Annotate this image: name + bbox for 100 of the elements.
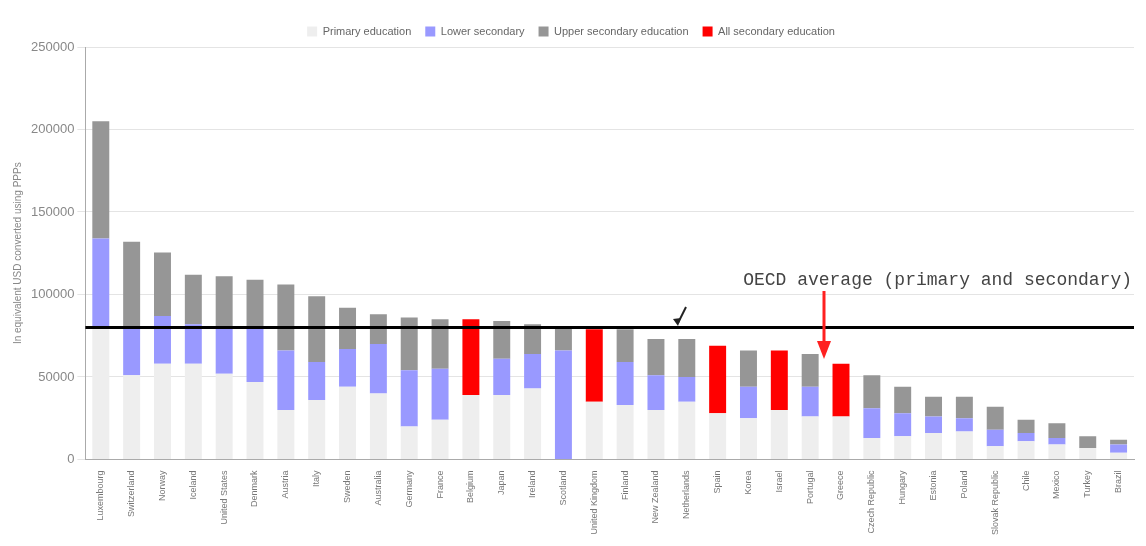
- bar: [1017, 433, 1035, 442]
- x-tick-label: Portugal: [804, 470, 815, 504]
- bar: [215, 327, 233, 374]
- bar: [647, 339, 665, 376]
- x-tick-label: Netherlands: [681, 469, 692, 519]
- bar: [1110, 444, 1128, 453]
- bar: [678, 401, 696, 459]
- bar: [462, 395, 480, 459]
- bar: [154, 252, 171, 316]
- y-tick-label: 250000: [30, 38, 75, 54]
- bar: [955, 418, 973, 432]
- bar: [647, 409, 665, 459]
- bar: [400, 317, 418, 371]
- bar: [493, 358, 511, 396]
- bar: [246, 327, 264, 382]
- y-tick-label: 100000: [30, 286, 75, 302]
- bar: [770, 350, 788, 410]
- bar: [1110, 452, 1128, 459]
- bar: [339, 348, 357, 387]
- x-tick-label: Austria: [280, 470, 291, 499]
- x-tick-label: Belgium: [465, 470, 476, 503]
- bar: [123, 241, 141, 328]
- x-tick-label: Italy: [311, 469, 322, 487]
- bar: [740, 350, 757, 387]
- y-tick-label: 50000: [38, 368, 75, 384]
- bar: [925, 433, 943, 459]
- bar: [801, 416, 819, 459]
- bar: [801, 353, 819, 387]
- bar: [369, 393, 387, 459]
- x-tick-label: France: [434, 470, 445, 499]
- x-tick-label: Greece: [835, 470, 846, 500]
- bar: [431, 319, 449, 369]
- x-tick-label: Finland: [619, 470, 630, 500]
- bar: [277, 409, 295, 459]
- x-tick-label: Iceland: [187, 470, 198, 500]
- bar: [863, 375, 881, 409]
- bar: [246, 381, 264, 459]
- x-tick-label: Brazil: [1113, 470, 1124, 493]
- x-tick-label: Israel: [773, 470, 784, 493]
- bar: [863, 408, 881, 439]
- bar: [493, 320, 511, 359]
- bar: [554, 327, 572, 351]
- bar: [308, 296, 326, 363]
- y-tick-label: 0: [67, 451, 75, 467]
- x-tick-label: Luxembourg: [95, 470, 106, 521]
- x-tick-label: Australia: [372, 470, 383, 506]
- bar: [1079, 447, 1097, 459]
- bar: [308, 400, 326, 459]
- x-tick-label: Scotland: [557, 470, 568, 506]
- x-tick-label: Estonia: [928, 470, 939, 501]
- ref-line-label: OECD average (primary and secondary): [743, 270, 1132, 291]
- bar: [462, 319, 480, 396]
- x-tick-label: Sweden: [342, 470, 353, 503]
- bar: [770, 409, 788, 459]
- bar: [1048, 438, 1066, 445]
- x-tick-label: Ireland: [527, 470, 538, 498]
- bar: [431, 368, 449, 420]
- x-tick-label: Germany: [403, 469, 414, 508]
- bar: [740, 418, 757, 459]
- bar: [400, 370, 418, 427]
- x-tick-label: Korea: [742, 470, 753, 495]
- bar: [894, 413, 912, 437]
- bar: [524, 324, 542, 354]
- bar: [1110, 439, 1128, 445]
- bar: [493, 395, 511, 459]
- bar: [92, 238, 110, 328]
- bar: [246, 279, 264, 328]
- x-tick-label: Japan: [496, 470, 507, 495]
- y-axis-title: In equivalent USD converted using PPPs: [11, 162, 23, 345]
- x-tick-label: Norway: [156, 469, 167, 501]
- bar: [616, 329, 634, 363]
- bar: [184, 324, 202, 364]
- bar: [740, 386, 757, 419]
- bar: [925, 396, 943, 417]
- bar: [801, 386, 819, 417]
- bar: [832, 363, 850, 417]
- legend-label: All secondary education: [718, 24, 835, 37]
- x-tick-label: Denmark: [249, 469, 260, 507]
- bar: [339, 307, 357, 349]
- bar: [1048, 423, 1066, 439]
- bar: [925, 416, 943, 434]
- bar: [678, 339, 696, 377]
- bar: [585, 329, 603, 402]
- bar: [123, 327, 141, 376]
- x-tick-label: Spain: [712, 470, 723, 494]
- x-tick-label: Slovak Republic: [989, 469, 1000, 536]
- bar: [894, 386, 912, 414]
- bar: [1017, 419, 1035, 434]
- x-tick-label: Switzerland: [126, 470, 137, 517]
- legend-label: Upper secondary education: [554, 24, 689, 37]
- bar: [369, 343, 387, 394]
- bar: [339, 386, 357, 459]
- bar: [431, 419, 449, 459]
- x-tick-label: Czech Republic: [866, 469, 877, 534]
- bar: [863, 438, 881, 459]
- bar: [1048, 444, 1066, 459]
- x-tick-label: United States: [218, 469, 229, 525]
- bar: [277, 284, 295, 351]
- x-tick-label: Chile: [1020, 470, 1031, 491]
- bar: [524, 353, 542, 389]
